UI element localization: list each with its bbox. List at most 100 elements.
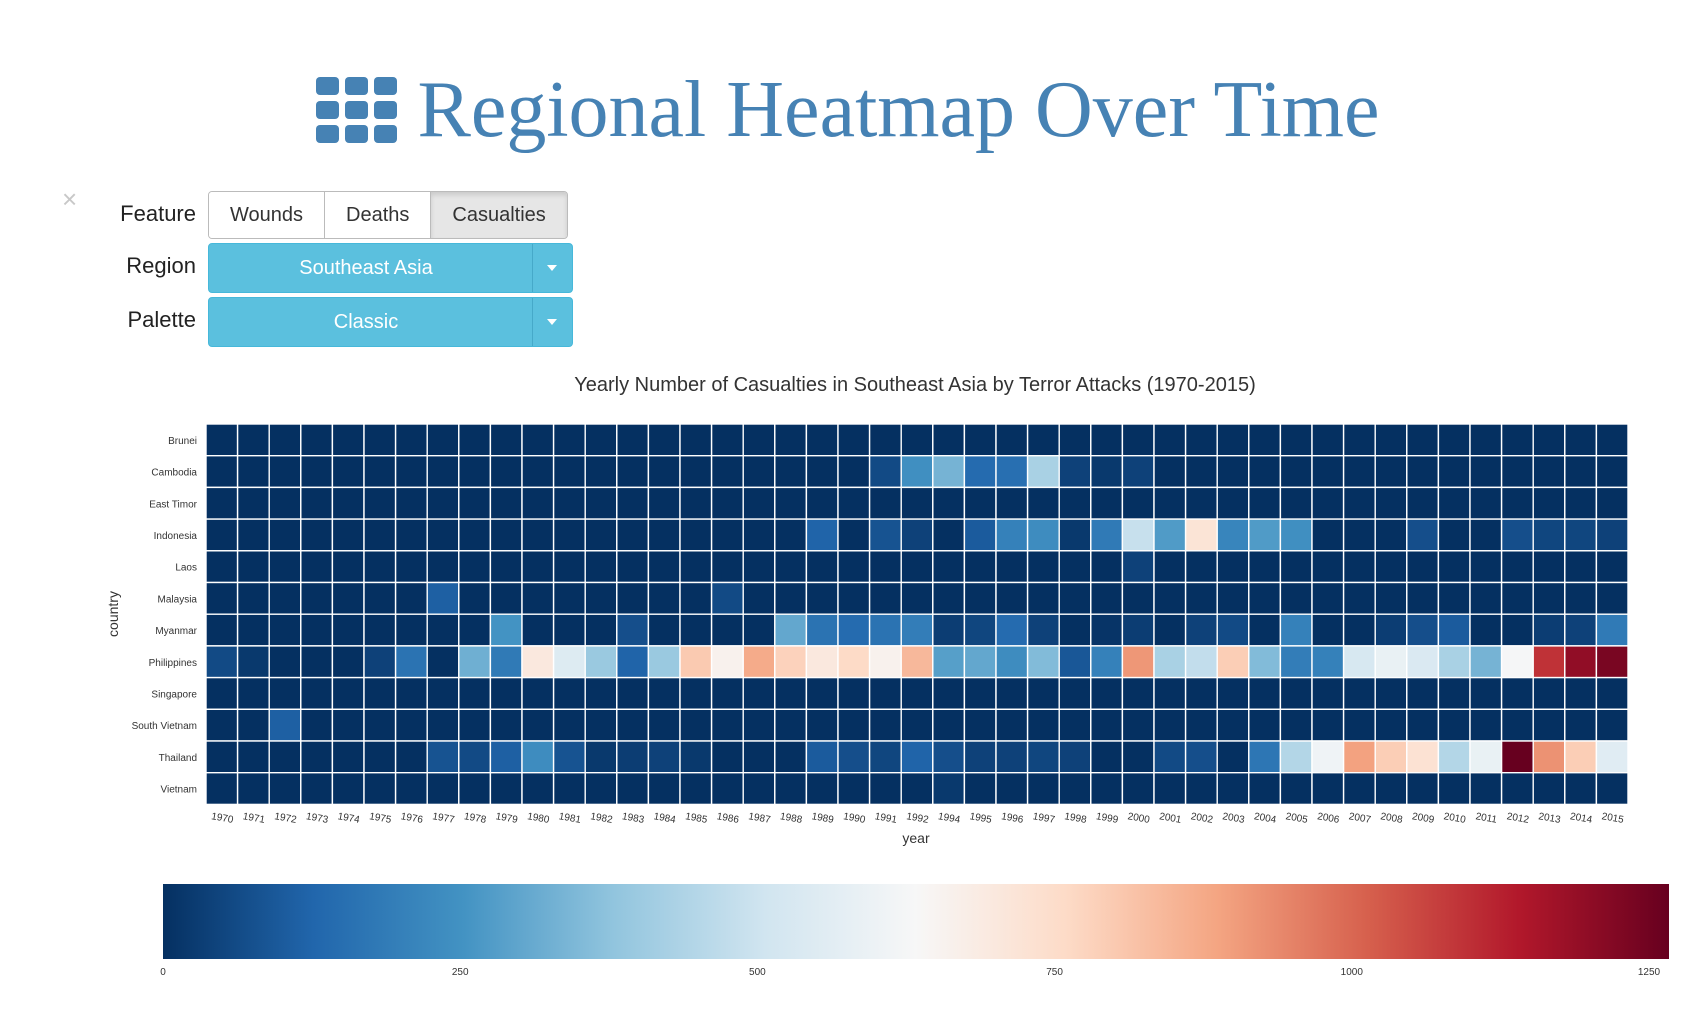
- heatmap-cell: [1469, 581, 1503, 615]
- heatmap-cell: [1342, 581, 1376, 615]
- heatmap-cell: [1406, 740, 1440, 774]
- heatmap-cell: [394, 676, 428, 710]
- heatmap-cell: [932, 581, 966, 615]
- heatmap-cell: [837, 581, 871, 615]
- heatmap-cell: [426, 676, 460, 710]
- heatmap-cell: [1564, 581, 1598, 615]
- heatmap-cell: [363, 645, 397, 679]
- heatmap-cell: [932, 550, 966, 584]
- heatmap-cell: [1374, 581, 1408, 615]
- heatmap-cell: [1058, 518, 1092, 552]
- heatmap-cell: [268, 550, 302, 584]
- heatmap-cell: [774, 645, 808, 679]
- heatmap-cell: [1216, 455, 1250, 489]
- heatmap-cell: [710, 676, 744, 710]
- heatmap-cell: [1026, 550, 1060, 584]
- heatmap-cell: [1184, 423, 1218, 457]
- heatmap-cell: [1342, 518, 1376, 552]
- x-tick-label: 1984: [653, 811, 677, 826]
- colorbar: [163, 884, 1669, 959]
- heatmap-cell: [1564, 486, 1598, 520]
- y-tick-label: Laos: [175, 563, 197, 574]
- heatmap-cell: [1311, 581, 1345, 615]
- heatmap-cell: [1532, 613, 1566, 647]
- heatmap-cell: [489, 676, 523, 710]
- heatmap-cell: [900, 518, 934, 552]
- heatmap-cell: [489, 613, 523, 647]
- feature-wounds-button[interactable]: Wounds: [209, 192, 326, 238]
- heatmap-cell: [1090, 550, 1124, 584]
- heatmap-cell: [1184, 581, 1218, 615]
- x-tick-label: 2006: [1316, 811, 1340, 826]
- heatmap-cell: [1564, 645, 1598, 679]
- heatmap-cell: [1469, 645, 1503, 679]
- x-tick-label: 1986: [716, 811, 740, 826]
- heatmap-cell: [616, 676, 650, 710]
- heatmap-cell: [1026, 772, 1060, 806]
- heatmap-cell: [774, 772, 808, 806]
- heatmap-cell: [868, 423, 902, 457]
- heatmap-cell: [394, 518, 428, 552]
- heatmap-cell: [1374, 645, 1408, 679]
- heatmap-cell: [995, 645, 1029, 679]
- colorbar-tick-label: 0: [160, 967, 166, 978]
- heatmap-cell: [1248, 645, 1282, 679]
- heatmap-cell: [963, 708, 997, 742]
- heatmap-cell: [236, 486, 270, 520]
- heatmap-cell: [1153, 486, 1187, 520]
- heatmap-cell: [363, 423, 397, 457]
- heatmap-cell: [1248, 550, 1282, 584]
- heatmap-cell: [963, 423, 997, 457]
- heatmap-cell: [363, 740, 397, 774]
- heatmap-cell: [1500, 423, 1534, 457]
- heatmap-cell: [710, 708, 744, 742]
- heatmap-cell: [868, 581, 902, 615]
- palette-dropdown[interactable]: Classic: [208, 297, 573, 347]
- heatmap-cell: [1279, 518, 1313, 552]
- region-dropdown[interactable]: Southeast Asia: [208, 243, 573, 293]
- heatmap-cell: [489, 486, 523, 520]
- feature-casualties-button[interactable]: Casualties: [431, 192, 567, 238]
- heatmap-cell: [837, 423, 871, 457]
- heatmap-cell: [458, 550, 492, 584]
- heatmap-cell: [205, 455, 239, 489]
- heatmap-cell: [710, 581, 744, 615]
- heatmap-cell: [1469, 486, 1503, 520]
- heatmap-cell: [394, 772, 428, 806]
- x-tick-label: 2009: [1411, 811, 1435, 826]
- x-tick-label: 2014: [1569, 811, 1593, 826]
- close-icon[interactable]: ×: [62, 184, 78, 214]
- heatmap-cell: [1184, 455, 1218, 489]
- region-dropdown-toggle[interactable]: [532, 244, 572, 292]
- heatmap-cell: [1406, 455, 1440, 489]
- heatmap-cell: [963, 518, 997, 552]
- x-tick-label: 1989: [811, 811, 835, 826]
- x-tick-label: 2011: [1475, 811, 1499, 826]
- heatmap-cell: [616, 740, 650, 774]
- heatmap-cell: [1342, 645, 1376, 679]
- heatmap-cell: [521, 708, 555, 742]
- heatmap-cell: [489, 455, 523, 489]
- heatmap-cell: [458, 740, 492, 774]
- palette-dropdown-toggle[interactable]: [532, 298, 572, 346]
- y-tick-label: East Timor: [149, 499, 197, 510]
- heatmap-cell: [268, 645, 302, 679]
- feature-deaths-button[interactable]: Deaths: [325, 192, 432, 238]
- heatmap-cell: [742, 772, 776, 806]
- heatmap-cell: [489, 518, 523, 552]
- heatmap-cell: [268, 772, 302, 806]
- heatmap-cell: [1216, 423, 1250, 457]
- heatmap-cell: [205, 518, 239, 552]
- colorbar-tick-label: 1250: [1638, 967, 1661, 978]
- heatmap-cell: [868, 708, 902, 742]
- heatmap-cell: [1248, 772, 1282, 806]
- heatmap-cell: [647, 550, 681, 584]
- heatmap-cell: [458, 613, 492, 647]
- heatmap-cell: [552, 740, 586, 774]
- heatmap-cell: [1058, 676, 1092, 710]
- x-tick-label: 1991: [874, 811, 898, 826]
- heatmap-cell: [1121, 581, 1155, 615]
- heatmap-cell: [1121, 518, 1155, 552]
- heatmap-cell: [1564, 613, 1598, 647]
- heatmap-cell: [868, 550, 902, 584]
